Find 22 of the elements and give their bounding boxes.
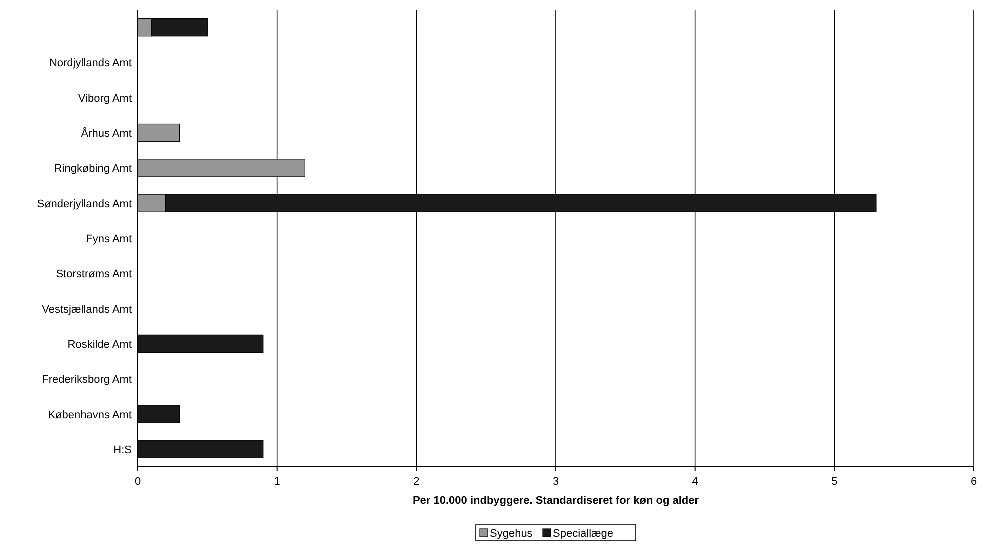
x-tick-label: 5 — [832, 476, 838, 488]
x-axis-title: Per 10.000 indbyggere. Standardiseret for køn og alder — [412, 495, 700, 507]
legend-label: Sygehus — [490, 528, 534, 540]
x-tick-label: 3 — [552, 476, 560, 488]
x-tick-label: 1 — [274, 476, 280, 488]
y-tick-label: Roskilde Amt — [68, 338, 132, 351]
x-tick-label: 0 — [134, 476, 142, 488]
y-tick-label: Viborg Amt — [78, 92, 132, 105]
y-tick-label: Fyns Amt — [86, 234, 132, 246]
y-tick-label: Århus Amt — [81, 127, 132, 140]
legend-label: Speciallæge — [553, 528, 614, 540]
y-tick-label: H:S — [114, 444, 132, 456]
y-tick-label: Frederiksborg Amt — [42, 374, 132, 386]
x-tick-label: 6 — [970, 476, 978, 488]
y-tick-label: Nordjyllands Amt — [49, 58, 132, 70]
y-tick-label: Storstrøms Amt — [56, 268, 132, 281]
y-tick-label: Vestsjællands Amt — [42, 304, 132, 316]
y-tick-label: Ringkøbing Amt — [54, 163, 132, 176]
x-tick-label: 4 — [692, 476, 698, 488]
y-tick-label: Sønderjyllands Amt — [37, 198, 132, 210]
y-tick-label: Københavns Amt — [48, 409, 132, 422]
x-tick-label: 2 — [414, 476, 420, 488]
